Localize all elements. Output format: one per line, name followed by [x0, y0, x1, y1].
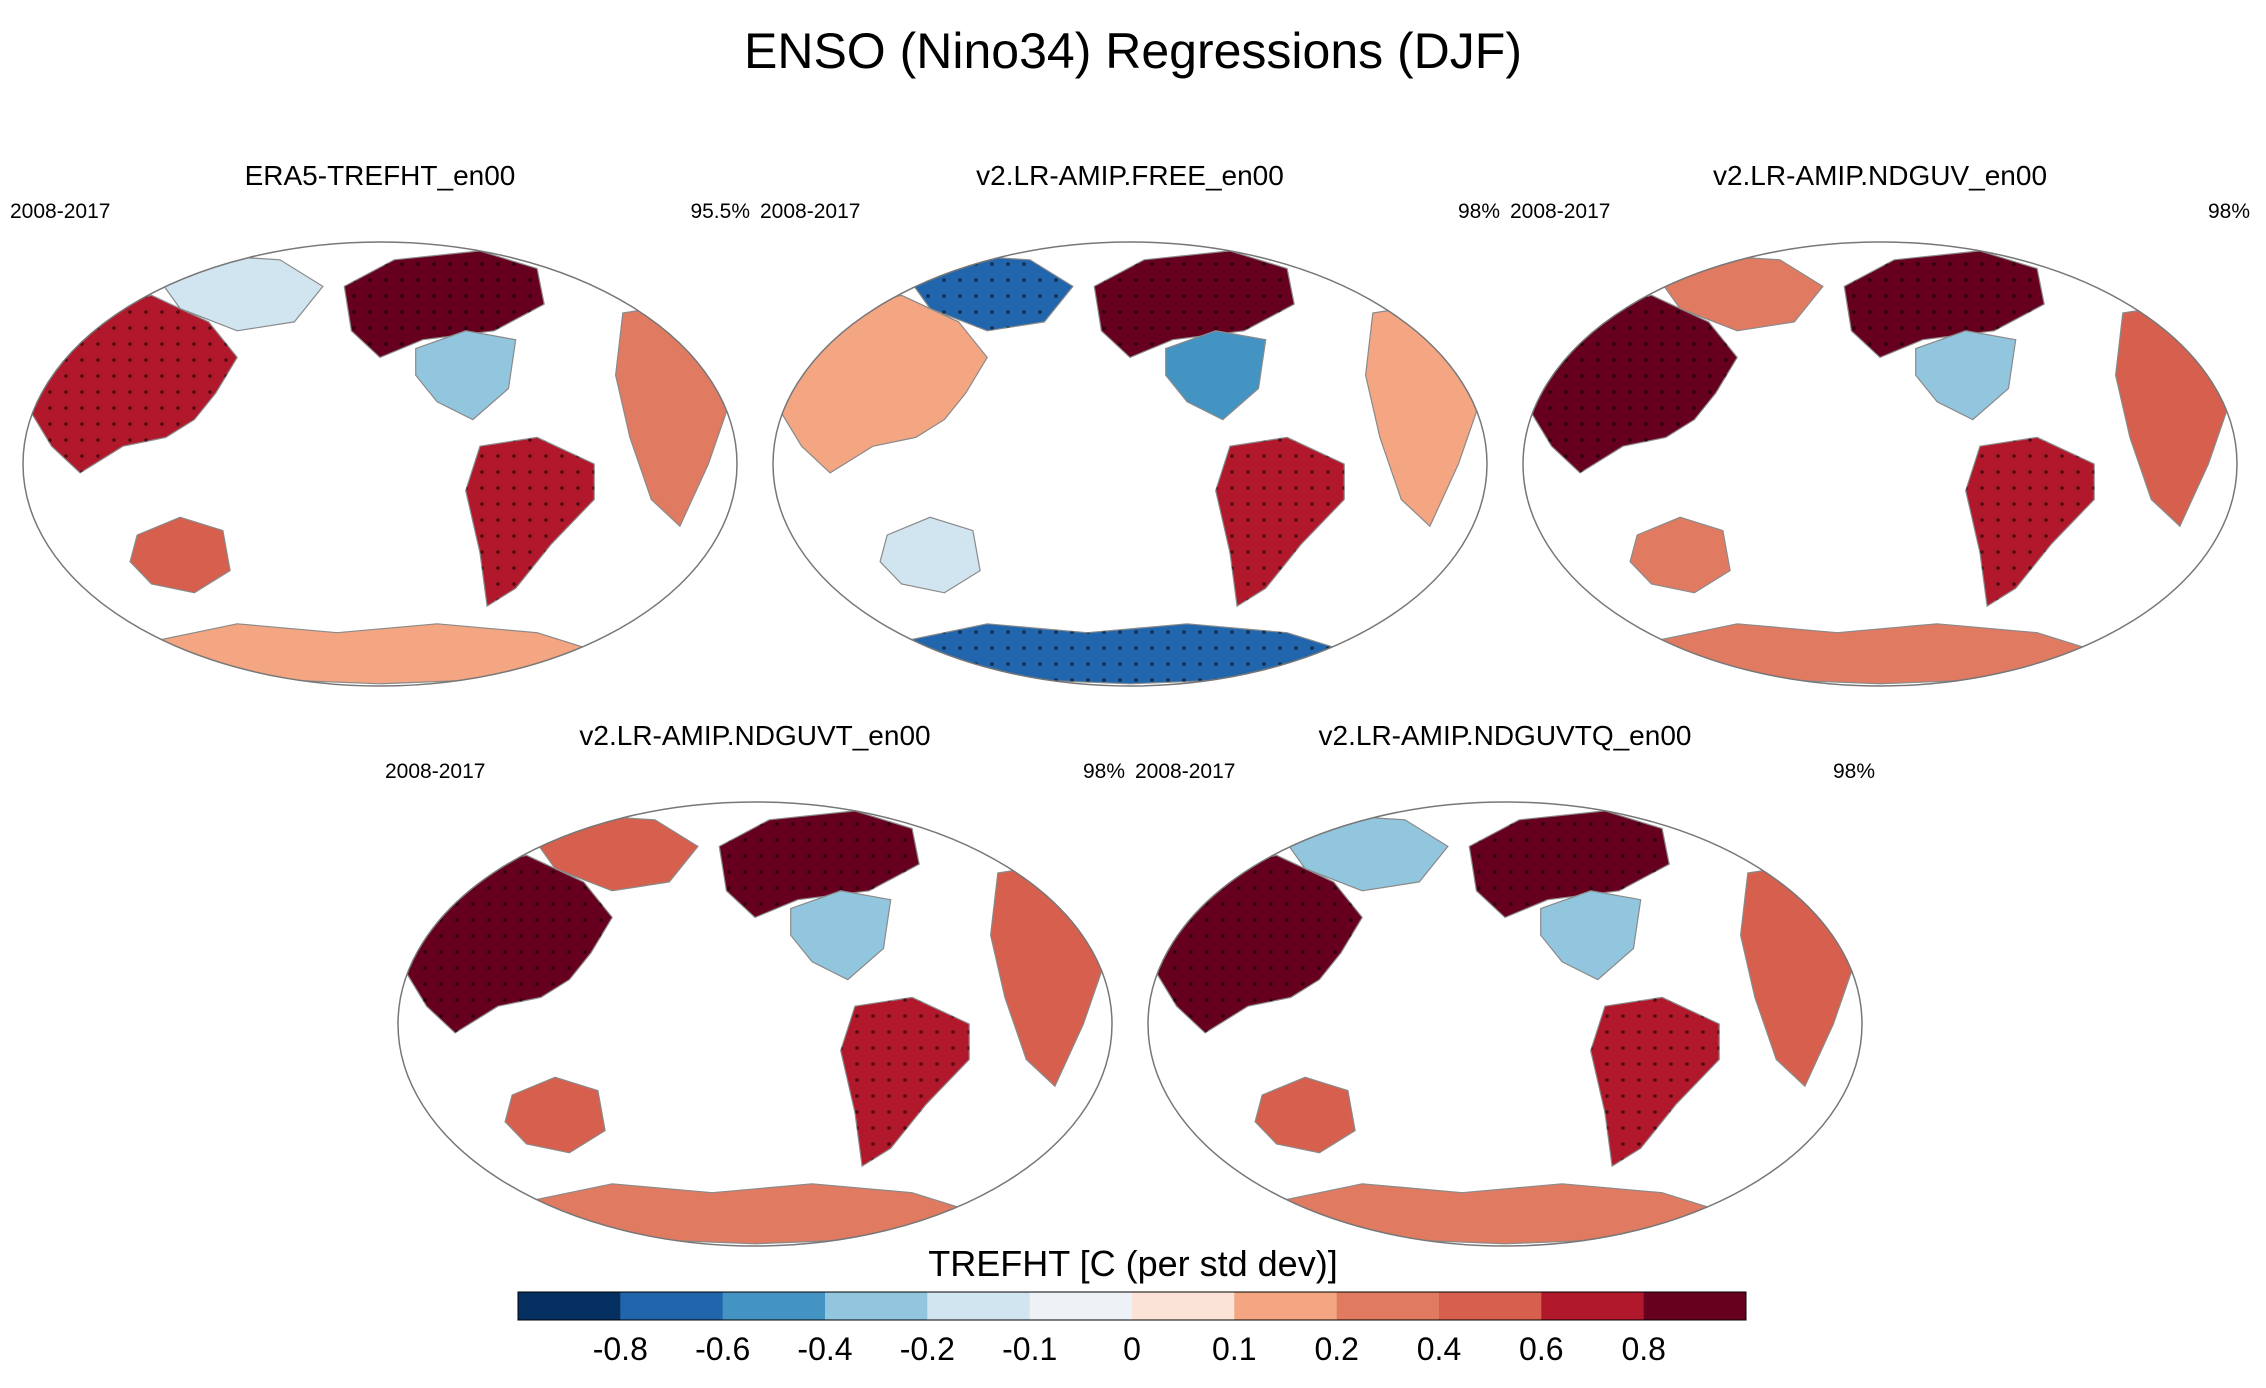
- colorbar-swatch: [1132, 1292, 1235, 1320]
- significance-stipple: [1215, 437, 1345, 607]
- colorbar-swatch: [1234, 1292, 1338, 1320]
- colorbar-frame: [517, 1291, 1747, 1321]
- map-canvas: [772, 241, 1488, 687]
- panel-significance: 98%: [2207, 200, 2250, 223]
- region-us: [790, 890, 892, 981]
- colorbar-swatch: [1336, 1292, 1440, 1320]
- map-canvas: [1522, 241, 2238, 687]
- region-us: [1165, 330, 1267, 421]
- significance-stipple: [719, 810, 920, 918]
- map-border: [397, 801, 1113, 1247]
- colorbar-tick-label: -0.2: [900, 1331, 955, 1367]
- region-us: [1915, 330, 2017, 421]
- map-canvas: [1147, 801, 1863, 1247]
- panel-years: 2008-2017: [760, 200, 861, 223]
- colorbar-swatch: [620, 1292, 724, 1320]
- panel-significance: 98%: [1082, 760, 1125, 783]
- colorbar-tick-label: -0.6: [695, 1331, 750, 1367]
- colorbar-swatch: [927, 1292, 1031, 1320]
- colorbar-swatch: [1439, 1292, 1542, 1320]
- region-australia: [129, 516, 231, 594]
- colorbar-tick-label: 0.2: [1314, 1331, 1358, 1367]
- colorbar-swatch: [722, 1292, 826, 1320]
- region-australia: [879, 516, 981, 594]
- panel-significance: 98%: [1832, 760, 1875, 783]
- panel-significance: 98%: [1457, 200, 1500, 223]
- panel-years: 2008-2017: [1135, 760, 1236, 783]
- significance-stipple: [1844, 250, 2045, 358]
- colorbar-swatch: [1643, 1292, 1747, 1320]
- map-panel-ndguvtq: v2.LR-AMIP.NDGUVTQ_en00 2008-2017 98%: [1135, 720, 1875, 1247]
- colorbar-swatch: [825, 1292, 928, 1320]
- map-border: [772, 241, 1488, 687]
- region-us: [1540, 890, 1642, 981]
- map-panel-ndguvt: v2.LR-AMIP.NDGUVT_en00 2008-2017 98%: [385, 720, 1125, 1247]
- significance-stipple: [901, 623, 1345, 684]
- map-panel-era5: ERA5-TREFHT_en00 2008-2017 95.5%: [10, 160, 750, 687]
- significance-stipple: [1590, 997, 1720, 1167]
- colorbar-tick-label: -0.4: [797, 1331, 852, 1367]
- colorbar-tick-label: 0.1: [1212, 1331, 1256, 1367]
- significance-stipple: [840, 997, 970, 1167]
- panel-title: ERA5-TREFHT_en00: [244, 160, 516, 191]
- panel-significance: 95.5%: [690, 200, 750, 223]
- significance-stipple: [465, 437, 595, 607]
- map-canvas: [397, 801, 1113, 1247]
- panel-years: 2008-2017: [10, 200, 111, 223]
- significance-stipple: [1965, 437, 2095, 607]
- map-border: [1147, 801, 1863, 1247]
- colorbar-title: TREFHT [C (per std dev)]: [928, 1243, 1338, 1284]
- significance-stipple: [1094, 250, 1295, 358]
- colorbar-tick-label: 0.4: [1417, 1331, 1461, 1367]
- colorbar-tick-label: 0: [1123, 1331, 1141, 1367]
- colorbar-swatch: [1029, 1292, 1133, 1320]
- colorbar-tick-label: 0.6: [1519, 1331, 1563, 1367]
- colorbar-tick-label: -0.1: [1002, 1331, 1057, 1367]
- map-canvas: [22, 241, 738, 687]
- colorbar-tick-label: -0.8: [593, 1331, 648, 1367]
- panel-title: v2.LR-AMIP.NDGUVTQ_en00: [1318, 720, 1692, 751]
- panel-title: v2.LR-AMIP.NDGUVT_en00: [579, 720, 931, 751]
- map-border: [1522, 241, 2238, 687]
- map-border: [22, 241, 738, 687]
- panel-title: v2.LR-AMIP.FREE_en00: [976, 160, 1284, 191]
- colorbar-swatch: [518, 1292, 621, 1320]
- region-australia: [1254, 1076, 1356, 1154]
- panel-years: 2008-2017: [1510, 200, 1611, 223]
- colorbar-tick-label: 0.8: [1621, 1331, 1665, 1367]
- region-australia: [504, 1076, 606, 1154]
- map-panel-free: v2.LR-AMIP.FREE_en00 2008-2017 98%: [760, 160, 1500, 687]
- significance-stipple: [1469, 810, 1670, 918]
- figure-title: ENSO (Nino34) Regressions (DJF): [744, 23, 1522, 79]
- map-panel-ndguv: v2.LR-AMIP.NDGUV_en00 2008-2017 98%: [1510, 160, 2250, 687]
- panel-years: 2008-2017: [385, 760, 486, 783]
- significance-stipple: [344, 250, 545, 358]
- panel-title: v2.LR-AMIP.NDGUV_en00: [1712, 160, 2048, 191]
- region-us: [415, 330, 517, 421]
- colorbar-swatch: [1541, 1292, 1645, 1320]
- region-australia: [1629, 516, 1731, 594]
